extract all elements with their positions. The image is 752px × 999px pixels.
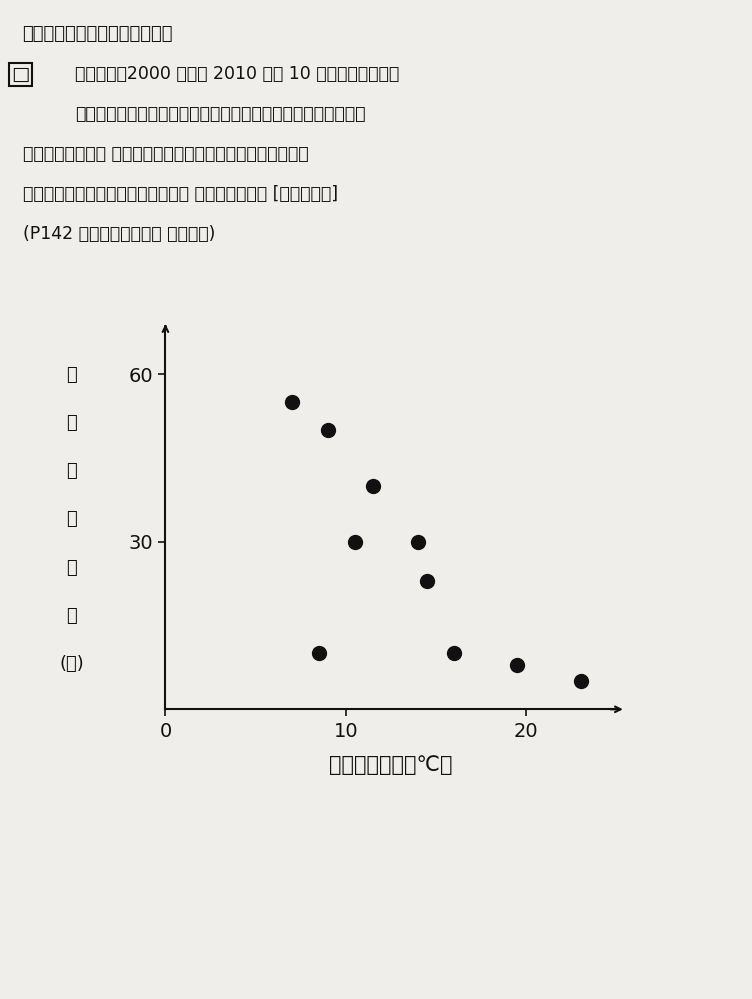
- Point: [421, 572, 433, 588]
- Point: [511, 656, 523, 672]
- Text: 間: 間: [66, 415, 77, 433]
- Text: (P142 の考えてみよう？ 　の応用): (P142 の考えてみよう？ の応用): [23, 225, 215, 243]
- X-axis label: 年間平均気温（℃）: 年間平均気温（℃）: [329, 754, 453, 774]
- Point: [575, 673, 587, 689]
- Point: [313, 645, 325, 661]
- Text: □: □: [11, 65, 29, 84]
- Text: 雪: 雪: [66, 510, 77, 528]
- Point: [286, 395, 298, 411]
- Point: [412, 533, 424, 549]
- Text: 下の表は，2000 年から 2010 年の 10 年間の，ある市の: 下の表は，2000 年から 2010 年の 10 年間の，ある市の: [75, 65, 399, 83]
- Text: (日): (日): [59, 654, 83, 672]
- Text: 年間平均気温と年間積雪日数を，散布図にまとめたものです。: 年間平均気温と年間積雪日数を，散布図にまとめたものです。: [75, 105, 365, 123]
- Point: [448, 645, 460, 661]
- Text: 数: 数: [66, 606, 77, 624]
- Text: はすべて解答欄に書きなさい。: はすべて解答欄に書きなさい。: [23, 25, 173, 43]
- Point: [367, 478, 379, 494]
- Text: 積: 積: [66, 463, 77, 481]
- Text: どのような関係があるといえるか， 考えてみよう。 [思・判・表]: どのような関係があるといえるか， 考えてみよう。 [思・判・表]: [23, 185, 338, 203]
- Point: [349, 533, 361, 549]
- Text: 年: 年: [66, 367, 77, 385]
- Text: この散布図から， 年間平均気温と年間積雪日数との間には，: この散布図から， 年間平均気温と年間積雪日数との間には，: [23, 145, 308, 163]
- Point: [322, 423, 334, 439]
- Text: 日: 日: [66, 558, 77, 576]
